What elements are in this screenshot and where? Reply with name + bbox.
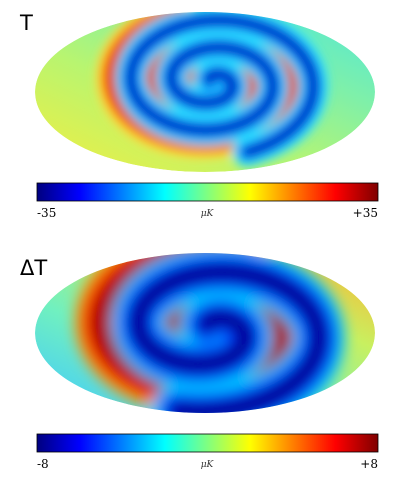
colorbar-min: -35 <box>37 206 56 220</box>
colorbar-unit: μK <box>201 209 215 219</box>
colorbar <box>36 433 379 453</box>
spiral-arm <box>125 15 319 158</box>
panel-label: ΔT <box>20 256 47 280</box>
spiral-arm <box>128 263 329 413</box>
colorbar-min: -8 <box>37 457 49 471</box>
sky-map <box>35 12 375 172</box>
spiral <box>95 12 329 168</box>
sky-map <box>35 253 375 413</box>
colorbar-max: +35 <box>353 206 378 220</box>
colorbar-unit: μK <box>201 460 215 470</box>
colorbar-max: +8 <box>360 457 378 471</box>
colorbar <box>36 182 379 202</box>
spiral <box>74 253 346 413</box>
panel-label: T <box>19 11 33 35</box>
